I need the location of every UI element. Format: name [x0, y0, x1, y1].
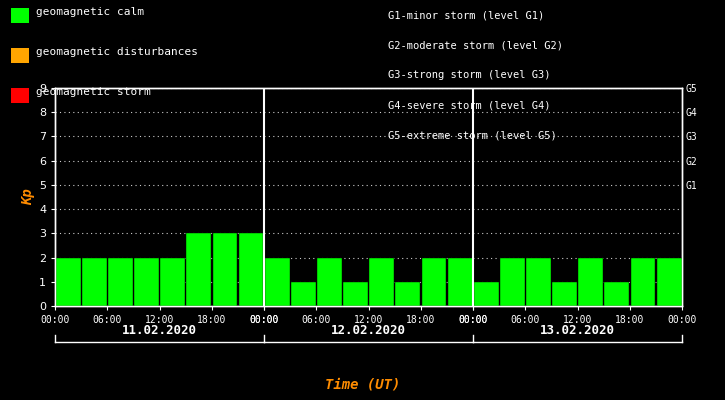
Bar	[474, 282, 499, 306]
Text: geomagnetic calm: geomagnetic calm	[36, 7, 144, 17]
Bar	[212, 233, 237, 306]
Bar	[56, 258, 80, 306]
Y-axis label: Kp: Kp	[21, 189, 35, 205]
Bar	[160, 258, 185, 306]
Bar	[552, 282, 577, 306]
Text: geomagnetic disturbances: geomagnetic disturbances	[36, 47, 198, 57]
Text: G2-moderate storm (level G2): G2-moderate storm (level G2)	[388, 40, 563, 50]
Text: G4-severe storm (level G4): G4-severe storm (level G4)	[388, 100, 550, 110]
Bar	[317, 258, 342, 306]
Text: geomagnetic storm: geomagnetic storm	[36, 87, 151, 97]
Bar	[369, 258, 394, 306]
Bar	[186, 233, 211, 306]
Bar	[265, 258, 289, 306]
Bar	[291, 282, 316, 306]
Bar	[239, 233, 263, 306]
Bar	[421, 258, 447, 306]
Bar	[134, 258, 159, 306]
Text: 13.02.2020: 13.02.2020	[540, 324, 616, 336]
Bar	[82, 258, 107, 306]
Bar	[395, 282, 420, 306]
Bar	[657, 258, 682, 306]
Bar	[579, 258, 603, 306]
Text: 11.02.2020: 11.02.2020	[122, 324, 197, 336]
Bar	[108, 258, 133, 306]
Text: G1-minor storm (level G1): G1-minor storm (level G1)	[388, 10, 544, 20]
Bar	[605, 282, 629, 306]
Bar	[448, 258, 473, 306]
Bar	[526, 258, 551, 306]
Text: 12.02.2020: 12.02.2020	[331, 324, 406, 336]
Text: Time (UT): Time (UT)	[325, 378, 400, 392]
Text: G5-extreme storm (level G5): G5-extreme storm (level G5)	[388, 130, 557, 140]
Bar	[500, 258, 525, 306]
Text: G3-strong storm (level G3): G3-strong storm (level G3)	[388, 70, 550, 80]
Bar	[631, 258, 655, 306]
Bar	[343, 282, 368, 306]
